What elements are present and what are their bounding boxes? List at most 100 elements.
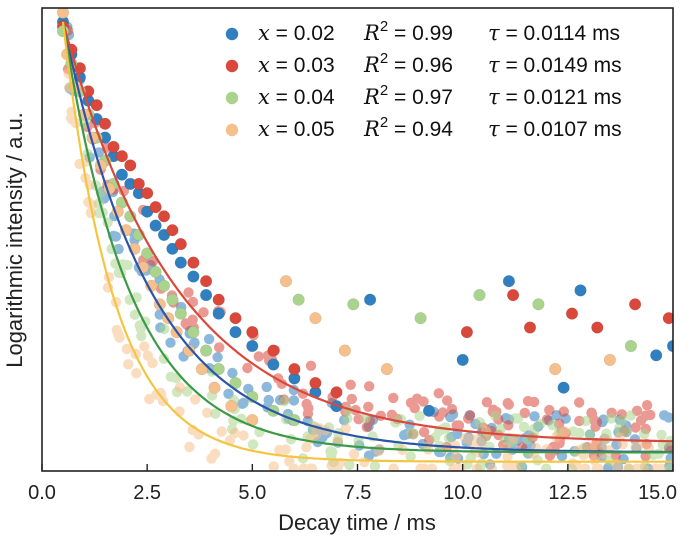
series-005-point-21 <box>309 312 322 325</box>
x-tick-label-3: 7.5 <box>344 482 372 504</box>
series-002-legend-entry: x = 0.02 R2 = 0.99 τ = 0.0114 ms <box>225 18 620 45</box>
series-002-point-14 <box>174 256 187 269</box>
series-002-point-29 <box>574 284 587 297</box>
series-003-point-9 <box>132 177 145 190</box>
series-002-fit-line <box>61 21 673 454</box>
series-004-fit-line <box>61 21 673 454</box>
series-004-legend-r2: R2 = 0.97 <box>363 82 453 109</box>
series-003-point-12 <box>157 210 171 223</box>
series-003-point-5 <box>98 117 112 130</box>
series-003-point-15 <box>187 256 200 269</box>
x-axis-title: Decay time / ms <box>278 510 436 535</box>
series-004-point-23 <box>347 298 360 311</box>
series-002-point-19 <box>246 339 259 353</box>
series-005-point-24 <box>549 363 562 376</box>
x-tick-label-1: 2.5 <box>133 482 161 504</box>
series-004-point-25 <box>473 289 486 302</box>
series-002-point-25 <box>422 404 436 417</box>
x-tick-label-5: 12.5 <box>548 482 587 504</box>
series-004-point-13 <box>166 293 179 306</box>
series-002-point-16 <box>200 289 213 302</box>
series-005-legend-x: x = 0.05 <box>258 117 335 141</box>
series-003-point-17 <box>212 293 225 306</box>
series-003-point-13 <box>166 224 179 237</box>
series-004-point-12 <box>157 279 171 292</box>
series-002-legend-x: x = 0.02 <box>258 21 335 45</box>
x-tick-label-4: 10.0 <box>443 482 482 504</box>
series-003-point-28 <box>591 321 604 334</box>
series-002-point-15 <box>187 270 200 283</box>
series-003-point-16 <box>200 275 213 288</box>
series-005-point-25 <box>603 353 617 367</box>
series-004-point-27 <box>624 339 638 353</box>
series-002-point-24 <box>364 293 377 306</box>
series-005-point-20 <box>279 275 293 288</box>
series-003-point-22 <box>309 376 322 390</box>
series-005-point-15 <box>183 344 196 357</box>
series-004-point-17 <box>212 363 225 376</box>
series-003-point-23 <box>330 386 343 399</box>
series-004-point-11 <box>149 265 162 279</box>
series-002-point-20 <box>267 358 280 371</box>
series-003-point-27 <box>565 307 579 320</box>
series-004-point-24 <box>414 312 427 325</box>
series-005-point-23 <box>380 363 394 376</box>
series-002-point-11 <box>149 219 162 232</box>
legend: x = 0.02 R2 = 0.99 τ = 0.0114 ms x = 0.03 R2… <box>225 18 622 141</box>
series-002-legend-r2: R2 = 0.99 <box>363 18 453 45</box>
series-002-legend-tau: τ = 0.0114 ms <box>488 21 620 45</box>
series-003-legend-tau: τ = 0.0149 ms <box>488 53 622 77</box>
series-002-point-17 <box>212 307 225 320</box>
series-003-point-11 <box>149 201 162 214</box>
series-005-legend-entry: x = 0.05 R2 = 0.94 τ = 0.0107 ms <box>225 114 622 141</box>
series-003-point-20 <box>267 344 280 357</box>
series-005-point-22 <box>338 344 352 357</box>
series-003-point-21 <box>288 363 301 376</box>
series-005-legend-marker <box>225 123 239 137</box>
x-tick-label-6: 15.0 <box>638 482 677 504</box>
series-005-point-18 <box>225 400 238 413</box>
series-005-point-16 <box>195 363 208 376</box>
series-003-point-4 <box>90 99 103 112</box>
series-003-point-18 <box>229 312 242 325</box>
series-003-legend-r2: R2 = 0.96 <box>363 50 453 77</box>
series-003-fit-line <box>61 21 673 443</box>
plot-area <box>42 8 673 471</box>
series-004-point-15 <box>187 326 200 339</box>
series-002-point-18 <box>229 326 242 339</box>
series-002-point-26 <box>456 353 469 367</box>
series-005-legend-tau: τ = 0.0107 ms <box>488 117 622 141</box>
series-003-point-7 <box>115 150 128 163</box>
series-002-point-28 <box>557 381 570 394</box>
series-005-point-17 <box>208 381 221 394</box>
series-002-point-27 <box>502 275 516 288</box>
series-004-point-26 <box>532 298 545 311</box>
x-tick-label-0: 0.0 <box>28 482 56 504</box>
series-003-point-24 <box>460 326 474 339</box>
series-002-legend-marker <box>225 27 239 41</box>
series-004-point-14 <box>174 307 187 320</box>
series-004-legend-marker <box>225 91 239 105</box>
series-003-point-30 <box>662 312 673 325</box>
series-002-point-31 <box>666 339 673 353</box>
series-002-point-7 <box>115 168 128 181</box>
series-003-legend-entry: x = 0.03 R2 = 0.96 τ = 0.0149 ms <box>225 50 622 77</box>
series-003-point-29 <box>628 298 642 311</box>
series-004-legend-x: x = 0.04 <box>258 85 335 109</box>
series-003-legend-x: x = 0.03 <box>258 53 335 77</box>
series-003-point-10 <box>141 187 154 200</box>
series-003-point-14 <box>174 238 187 251</box>
series-004-legend-entry: x = 0.04 R2 = 0.97 τ = 0.0121 ms <box>225 82 622 109</box>
series-003-legend-marker <box>225 59 239 73</box>
y-axis-title: Logarithmic intensity / a.u. <box>2 112 27 368</box>
series-002-point-30 <box>650 349 663 362</box>
series-004-point-22 <box>292 293 305 306</box>
series-005-point-0 <box>56 8 70 19</box>
x-tick-label-2: 5.0 <box>238 482 266 504</box>
series-004-legend-tau: τ = 0.0121 ms <box>488 85 622 109</box>
series-003-point-26 <box>523 321 537 334</box>
series-004-point-16 <box>200 344 213 357</box>
series-003-point-8 <box>124 159 137 172</box>
series-005-fit-line <box>61 21 673 463</box>
